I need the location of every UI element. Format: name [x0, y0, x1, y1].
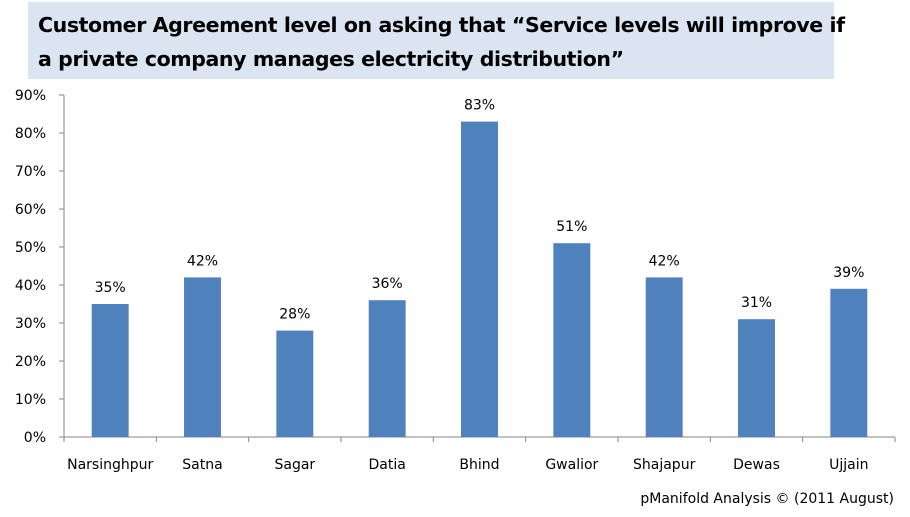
- x-tick-label: Dewas: [733, 457, 780, 473]
- x-tick-label: Ujjain: [829, 457, 868, 473]
- y-tick-label: 80%: [15, 126, 46, 142]
- y-tick-label: 30%: [15, 316, 46, 332]
- data-label: 42%: [649, 253, 680, 269]
- bar: [461, 121, 498, 437]
- bar: [368, 300, 406, 437]
- data-label: 35%: [95, 280, 126, 296]
- bar: [738, 319, 775, 437]
- y-tick-label: 60%: [15, 202, 46, 218]
- y-tick-label: 20%: [15, 354, 46, 370]
- bar: [645, 277, 683, 437]
- data-label: 39%: [833, 265, 864, 281]
- y-tick-label: 50%: [15, 240, 46, 256]
- x-tick-label: Sagar: [274, 457, 315, 473]
- data-label: 28%: [279, 307, 310, 323]
- data-label: 83%: [464, 98, 495, 114]
- y-tick-label: 0%: [24, 430, 46, 446]
- source-footnote: pManifold Analysis © (2011 August): [640, 491, 894, 507]
- y-tick-label: 40%: [15, 278, 46, 294]
- chart-title: Customer Agreement level on asking that …: [28, 2, 845, 79]
- x-tick-label: Satna: [182, 457, 222, 473]
- x-tick-label: Shajapur: [633, 457, 696, 473]
- bar: [276, 330, 314, 437]
- bar: [553, 243, 591, 437]
- x-tick-label: Gwalior: [545, 457, 598, 473]
- y-tick-label: 90%: [15, 88, 46, 104]
- chart-title-line-2: a private company manages electricity di…: [38, 47, 624, 71]
- data-label: 36%: [372, 276, 403, 292]
- x-tick-label: Bhind: [459, 457, 499, 473]
- bar: [184, 277, 221, 437]
- x-tick-label: Narsinghpur: [67, 457, 153, 473]
- y-tick-label: 10%: [15, 392, 46, 408]
- data-label: 51%: [556, 219, 587, 235]
- chart-title-line-1: Customer Agreement level on asking that …: [38, 13, 845, 37]
- x-tick-label: Datia: [369, 457, 406, 473]
- data-label: 42%: [187, 253, 218, 269]
- bar: [830, 288, 868, 437]
- bar: [91, 304, 129, 437]
- y-tick-label: 70%: [15, 164, 46, 180]
- data-label: 31%: [741, 295, 772, 311]
